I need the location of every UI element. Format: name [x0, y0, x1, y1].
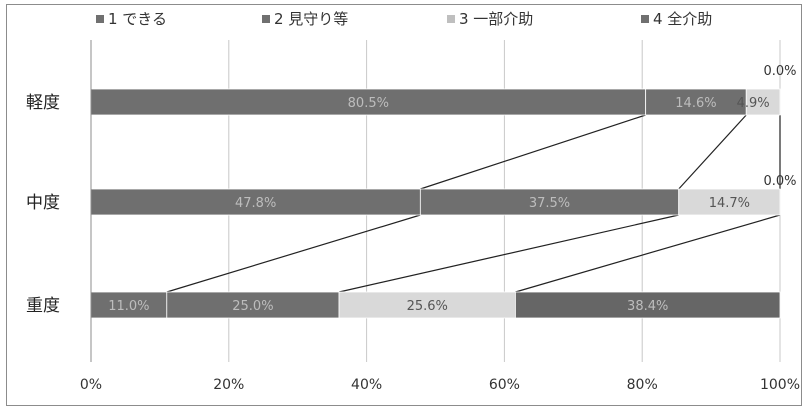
- x-tick-label: 80%: [627, 377, 658, 393]
- data-label: 38.4%: [627, 299, 668, 314]
- bar-segment: [90, 88, 647, 116]
- bar-segment: [338, 291, 516, 319]
- series-line: [515, 214, 781, 293]
- data-label: 11.0%: [108, 299, 149, 314]
- series-lines: [166, 114, 781, 293]
- x-tick-label: 100%: [760, 377, 800, 393]
- bar-segment: [645, 88, 747, 116]
- category-label: 重度: [26, 296, 60, 316]
- bar-segment: [90, 291, 168, 319]
- series-line: [166, 214, 421, 293]
- data-label: 14.6%: [675, 96, 716, 111]
- data-label: 25.0%: [232, 299, 273, 314]
- bar-segment: [745, 88, 781, 116]
- legend-swatch: [641, 15, 649, 23]
- data-label: 37.5%: [529, 196, 570, 211]
- legend-entry: 1 できる: [108, 10, 167, 28]
- bar-segment: [419, 188, 680, 216]
- legend-entry: 2 見守り等: [274, 10, 348, 28]
- data-label: 0.0%: [763, 174, 796, 189]
- category-label: 軽度: [26, 93, 60, 113]
- data-labels: 80.5% 47.8% 11.0% 14.6% 37.5% 25.0% 4.9% 14.7% 2…: [108, 64, 796, 314]
- legend-swatch: [447, 15, 455, 23]
- legend-entry: 4 全介助: [653, 10, 712, 28]
- series-line: [678, 114, 747, 190]
- bar-segment: [678, 188, 781, 216]
- category-label: 中度: [26, 193, 60, 213]
- series-line: [338, 214, 679, 293]
- data-label: 14.7%: [709, 196, 750, 211]
- x-tick-label: 40%: [351, 377, 382, 393]
- data-label: 0.0%: [763, 64, 796, 79]
- series-line: [420, 114, 646, 190]
- data-label: 4.9%: [737, 96, 770, 111]
- x-tick-label: 20%: [213, 377, 244, 393]
- legend-swatch: [262, 15, 270, 23]
- x-tick-label: 0%: [80, 377, 102, 393]
- data-label: 47.8%: [235, 196, 276, 211]
- data-label: 25.6%: [407, 299, 448, 314]
- legend: 1 できる 2 見守り等 3 一部介助 4 全介助: [96, 10, 712, 28]
- legend-swatch: [96, 15, 104, 23]
- data-label: 80.5%: [348, 96, 389, 111]
- bar-segment: [166, 291, 340, 319]
- bar-segment: [515, 291, 781, 319]
- x-tick-label: 60%: [489, 377, 520, 393]
- legend-entry: 3 一部介助: [459, 10, 533, 28]
